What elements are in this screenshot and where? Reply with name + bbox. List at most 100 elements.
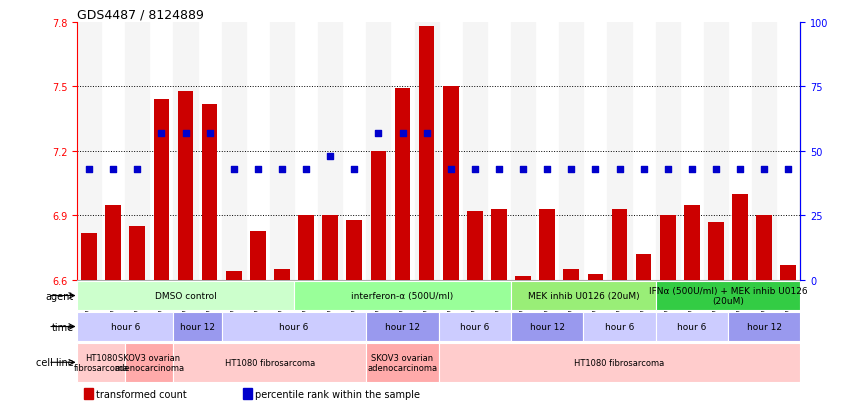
Bar [250,231,265,280]
Bar [174,312,222,342]
Bar [656,312,728,342]
Bar [660,216,675,280]
Bar [438,312,511,342]
Point [782,166,795,173]
Bar [491,209,507,280]
Bar [174,343,366,382]
Point [589,166,603,173]
Bar [511,23,535,280]
Bar [125,343,174,382]
Bar [732,195,748,280]
Point [227,166,241,173]
Bar [318,23,342,280]
Text: hour 6: hour 6 [677,322,706,331]
Text: hour 12: hour 12 [180,322,215,331]
Bar [419,27,435,280]
Bar [563,270,580,280]
Text: hour 12: hour 12 [530,322,565,331]
Point [155,130,169,137]
Bar [438,343,800,382]
Bar [243,388,252,399]
Point [82,166,96,173]
Text: HT1080 fibrosarcoma: HT1080 fibrosarcoma [225,358,315,367]
Text: agent: agent [45,291,74,301]
Bar [84,388,93,399]
Text: hour 6: hour 6 [110,322,140,331]
Bar [781,265,796,280]
Bar [178,91,193,280]
Bar [539,209,555,280]
Bar [129,227,146,280]
Bar [274,270,290,280]
Point [324,153,337,160]
Bar [77,343,125,382]
Bar [728,312,800,342]
Bar [443,87,459,280]
Bar [559,23,584,280]
Text: SKOV3 ovarian
adenocarcinoma: SKOV3 ovarian adenocarcinoma [367,353,437,372]
Point [179,130,193,137]
Bar [752,23,776,280]
Point [758,166,771,173]
Bar [511,312,584,342]
Bar [226,272,241,280]
Text: percentile rank within the sample: percentile rank within the sample [255,389,420,399]
Bar [463,23,487,280]
Point [300,166,313,173]
Text: DMSO control: DMSO control [155,291,217,300]
Bar [608,23,632,280]
Bar [511,281,656,311]
Point [492,166,506,173]
Bar [612,209,627,280]
Point [419,130,433,137]
Text: time: time [51,322,74,332]
Bar [77,23,101,280]
Bar [656,23,680,280]
Text: hour 6: hour 6 [605,322,634,331]
Text: MEK inhib U0126 (20uM): MEK inhib U0126 (20uM) [527,291,639,300]
Point [516,166,530,173]
Bar [515,276,531,280]
Bar [467,211,483,280]
Bar [414,23,438,280]
Point [275,166,288,173]
Point [106,166,120,173]
Text: HT1080 fibrosarcoma: HT1080 fibrosarcoma [574,358,664,367]
Point [130,166,144,173]
Bar [347,220,362,280]
Point [734,166,747,173]
Bar [366,23,390,280]
Text: hour 12: hour 12 [385,322,420,331]
Text: transformed count: transformed count [96,389,187,399]
Bar [294,281,511,311]
Bar [656,281,800,311]
Bar [298,216,314,280]
Point [709,166,722,173]
Point [251,166,265,173]
Bar [704,23,728,280]
Bar [371,152,386,280]
Bar [105,205,121,280]
Bar [125,23,149,280]
Bar [81,233,97,280]
Text: IFNα (500U/ml) + MEK inhib U0126
(20uM): IFNα (500U/ml) + MEK inhib U0126 (20uM) [649,286,807,306]
Text: hour 6: hour 6 [461,322,490,331]
Text: hour 6: hour 6 [279,322,309,331]
Text: cell line: cell line [36,357,74,368]
Bar [77,312,174,342]
Point [203,130,217,137]
Point [395,130,409,137]
Bar [77,281,294,311]
Bar [153,100,169,280]
Bar [395,89,410,280]
Bar [587,274,603,280]
Point [685,166,698,173]
Text: SKOV3 ovarian
adenocarcinoma: SKOV3 ovarian adenocarcinoma [115,353,184,372]
Point [372,130,385,137]
Text: HT1080
fibrosarcoma: HT1080 fibrosarcoma [74,353,128,372]
Bar [366,343,438,382]
Bar [174,23,198,280]
Point [613,166,627,173]
Point [468,166,482,173]
Point [564,166,578,173]
